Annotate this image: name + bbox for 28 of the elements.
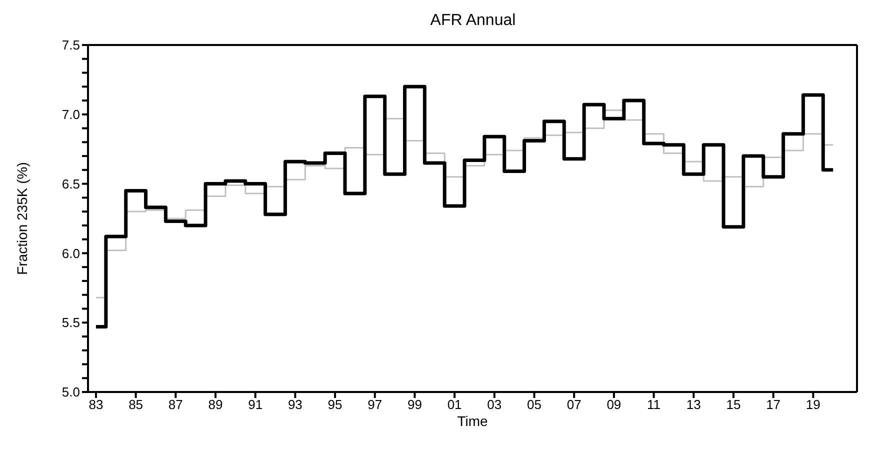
x-tick-label: 89 [208,397,223,412]
x-tick-label: 95 [328,397,342,412]
chart-title: AFR Annual [429,12,517,30]
y-axis-title: Fraction 235K (%) [14,162,30,275]
x-tick-label: 17 [766,397,781,412]
x-tick-label: 87 [168,397,183,412]
y-tick-label: 5.0 [62,384,80,400]
x-tick-label: 11 [647,397,661,412]
x-tick-label: 07 [566,397,582,412]
x-tick-label: 97 [368,397,382,412]
x-tick-label: 13 [686,397,701,412]
x-tick-label: 03 [487,397,502,412]
y-tick-label: 6.5 [62,176,80,192]
x-tick-label: 19 [806,397,820,412]
x-tick-label: 99 [407,397,422,412]
x-axis-title: Time [457,413,488,429]
x-tick-label: 85 [128,397,144,412]
x-tick-label: 83 [88,397,104,412]
x-tick-label: 93 [288,397,302,412]
x-tick-label: 01 [447,397,462,412]
x-tick-label: 91 [248,397,263,412]
x-tick-label: 09 [606,397,622,412]
y-tick-label: 5.5 [62,315,80,330]
x-tick-label: 15 [726,397,741,412]
y-tick-label: 7.5 [62,38,80,53]
y-tick-label: 6.0 [62,246,80,261]
y-tick-label: 7.0 [62,107,80,122]
x-tick-label: 05 [527,397,542,412]
